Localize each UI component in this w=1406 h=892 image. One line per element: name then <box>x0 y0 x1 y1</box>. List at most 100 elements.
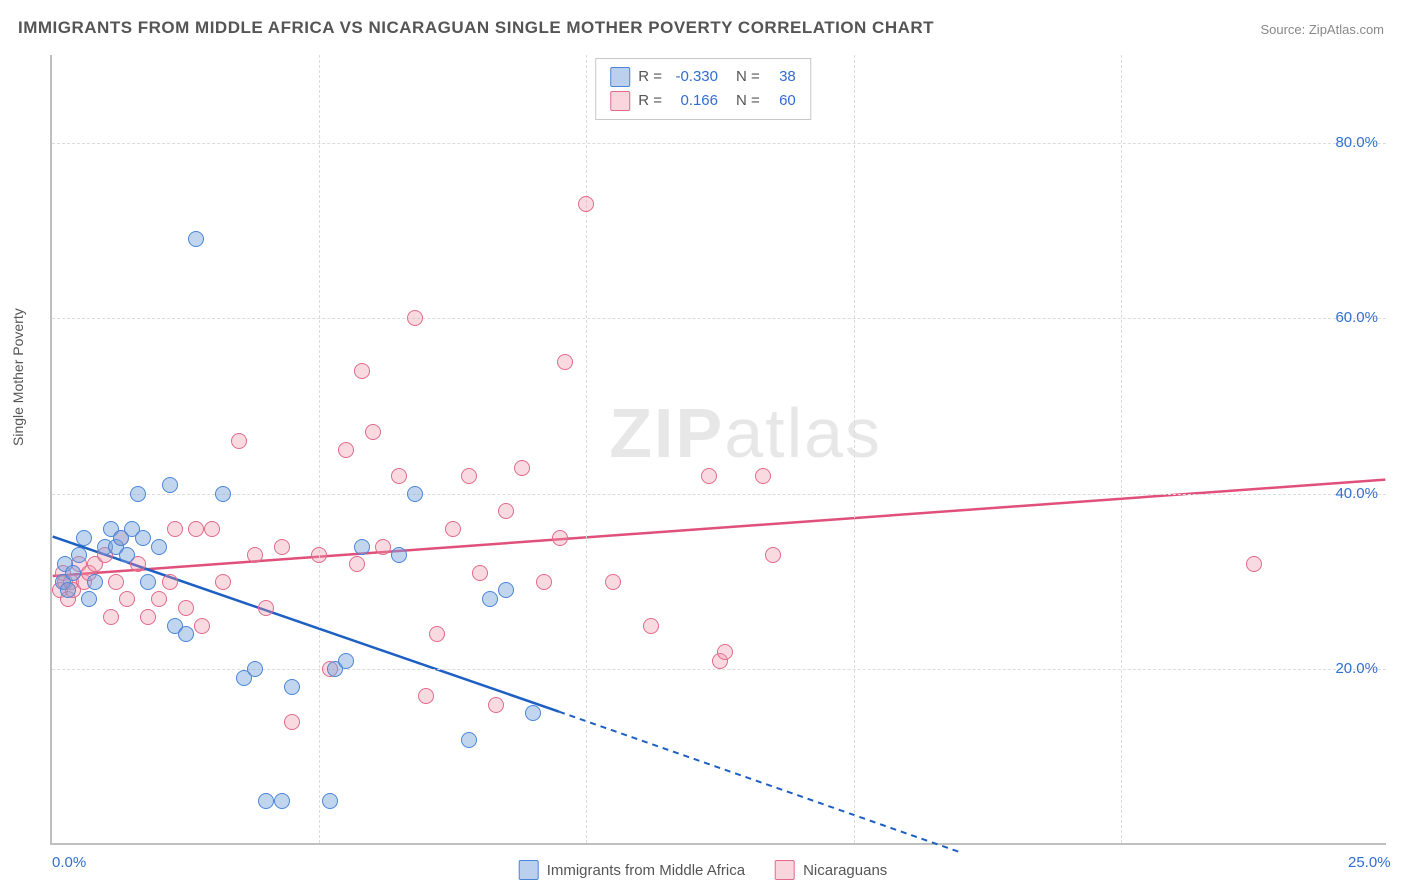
y-tick-label: 40.0% <box>1335 485 1378 502</box>
r-label: R = <box>638 89 662 113</box>
scatter-point-pink <box>557 354 573 370</box>
scatter-point-pink <box>178 600 194 616</box>
scatter-point-blue <box>162 477 178 493</box>
y-tick-label: 60.0% <box>1335 309 1378 326</box>
scatter-point-pink <box>407 310 423 326</box>
r-label: R = <box>638 65 662 89</box>
scatter-point-pink <box>247 547 263 563</box>
scatter-point-pink <box>215 574 231 590</box>
scatter-point-pink <box>461 468 477 484</box>
scatter-point-blue <box>525 705 541 721</box>
scatter-point-pink <box>717 644 733 660</box>
scatter-point-pink <box>375 539 391 555</box>
legend-top: R = -0.330 N = 38 R = 0.166 N = 60 <box>595 58 811 120</box>
scatter-point-pink <box>365 424 381 440</box>
legend-label-blue: Immigrants from Middle Africa <box>547 862 745 879</box>
scatter-point-blue <box>65 565 81 581</box>
scatter-point-pink <box>429 626 445 642</box>
scatter-point-blue <box>188 231 204 247</box>
scatter-point-pink <box>765 547 781 563</box>
trend-lines-svg <box>52 55 1386 843</box>
legend-top-row-blue: R = -0.330 N = 38 <box>610 65 796 89</box>
legend-swatch-blue <box>610 67 630 87</box>
legend-bottom-item-blue: Immigrants from Middle Africa <box>519 860 745 880</box>
scatter-point-blue <box>322 793 338 809</box>
scatter-point-pink <box>755 468 771 484</box>
scatter-point-blue <box>407 486 423 502</box>
n-value-blue: 38 <box>768 65 796 89</box>
scatter-point-pink <box>338 442 354 458</box>
n-label: N = <box>736 89 760 113</box>
scatter-point-pink <box>274 539 290 555</box>
scatter-point-pink <box>643 618 659 634</box>
scatter-point-blue <box>87 574 103 590</box>
gridline-v <box>319 55 320 843</box>
scatter-point-blue <box>130 486 146 502</box>
legend-label-pink: Nicaraguans <box>803 862 887 879</box>
scatter-point-blue <box>215 486 231 502</box>
scatter-point-pink <box>103 609 119 625</box>
r-value-blue: -0.330 <box>670 65 718 89</box>
scatter-point-pink <box>162 574 178 590</box>
scatter-point-blue <box>76 530 92 546</box>
scatter-point-blue <box>81 591 97 607</box>
scatter-point-blue <box>119 547 135 563</box>
legend-swatch-pink <box>775 860 795 880</box>
y-axis-title: Single Mother Poverty <box>10 308 26 446</box>
scatter-point-blue <box>461 732 477 748</box>
n-label: N = <box>736 65 760 89</box>
scatter-point-pink <box>151 591 167 607</box>
scatter-point-blue <box>151 539 167 555</box>
scatter-point-pink <box>258 600 274 616</box>
gridline-v <box>1121 55 1122 843</box>
scatter-point-pink <box>167 521 183 537</box>
scatter-point-blue <box>482 591 498 607</box>
scatter-point-pink <box>488 697 504 713</box>
x-tick-label: 25.0% <box>1348 854 1391 871</box>
scatter-point-pink <box>284 714 300 730</box>
scatter-point-pink <box>605 574 621 590</box>
trend-line-blue-dashed <box>559 712 959 852</box>
scatter-point-pink <box>552 530 568 546</box>
legend-bottom: Immigrants from Middle Africa Nicaraguan… <box>519 860 888 880</box>
gridline-v <box>854 55 855 843</box>
scatter-point-blue <box>338 653 354 669</box>
legend-swatch-pink <box>610 91 630 111</box>
scatter-point-blue <box>274 793 290 809</box>
legend-bottom-item-pink: Nicaraguans <box>775 860 887 880</box>
y-tick-label: 20.0% <box>1335 660 1378 677</box>
scatter-point-blue <box>178 626 194 642</box>
scatter-point-blue <box>71 547 87 563</box>
scatter-point-pink <box>204 521 220 537</box>
scatter-point-pink <box>354 363 370 379</box>
gridline-v <box>586 55 587 843</box>
scatter-point-pink <box>188 521 204 537</box>
gridline-h <box>52 318 1386 319</box>
scatter-point-pink <box>472 565 488 581</box>
scatter-point-pink <box>391 468 407 484</box>
scatter-point-pink <box>108 574 124 590</box>
scatter-point-blue <box>247 661 263 677</box>
scatter-point-pink <box>140 609 156 625</box>
r-value-pink: 0.166 <box>670 89 718 113</box>
scatter-point-pink <box>119 591 135 607</box>
scatter-point-pink <box>311 547 327 563</box>
scatter-point-pink <box>418 688 434 704</box>
legend-swatch-blue <box>519 860 539 880</box>
source-label: Source: ZipAtlas.com <box>1260 22 1384 37</box>
scatter-point-blue <box>284 679 300 695</box>
scatter-point-pink <box>1246 556 1262 572</box>
scatter-point-pink <box>578 196 594 212</box>
scatter-point-blue <box>60 582 76 598</box>
x-tick-label: 0.0% <box>52 854 86 871</box>
scatter-point-blue <box>135 530 151 546</box>
scatter-point-pink <box>498 503 514 519</box>
scatter-point-blue <box>354 539 370 555</box>
y-tick-label: 80.0% <box>1335 134 1378 151</box>
chart-title: IMMIGRANTS FROM MIDDLE AFRICA VS NICARAG… <box>18 18 934 38</box>
scatter-point-blue <box>391 547 407 563</box>
legend-top-row-pink: R = 0.166 N = 60 <box>610 89 796 113</box>
gridline-h <box>52 143 1386 144</box>
plot-area: ZIPatlas 20.0%40.0%60.0%80.0%0.0%25.0% <box>50 55 1386 845</box>
scatter-point-pink <box>231 433 247 449</box>
